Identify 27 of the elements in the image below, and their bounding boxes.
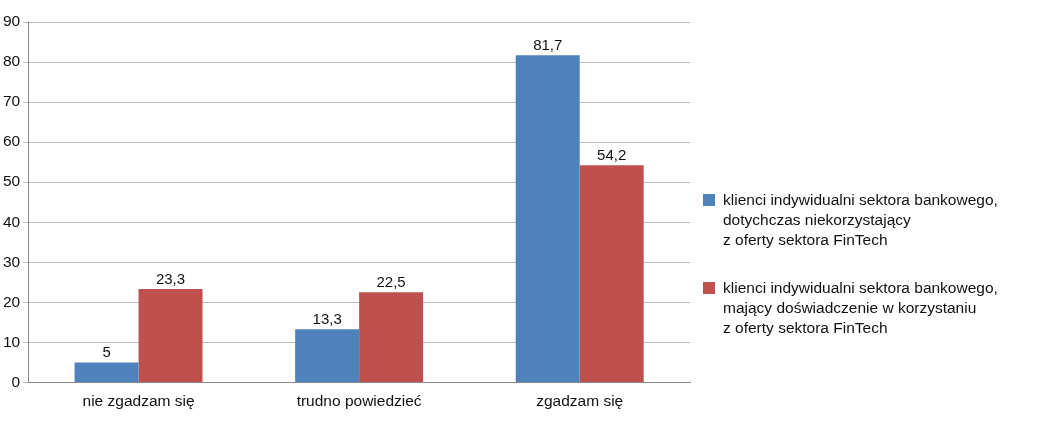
bar bbox=[579, 165, 644, 382]
y-tick-label: 20 bbox=[2, 292, 21, 310]
y-tick-label: 70 bbox=[2, 92, 21, 110]
bar bbox=[515, 55, 580, 382]
y-tick-label: 60 bbox=[2, 132, 21, 150]
bar bbox=[74, 362, 139, 382]
y-tick-label: 90 bbox=[2, 12, 21, 30]
y-tick-label: 0 bbox=[11, 372, 21, 390]
legend-label: klienci indywidualni sektora bankowego, mający doświadczenie w korzystaniu z oferty sektora FinTech bbox=[723, 278, 998, 338]
legend-label: klienci indywidualni sektora bankowego, dotychczas niekorzystający z oferty sektora FinTech bbox=[723, 190, 998, 250]
y-tick-label: 80 bbox=[2, 52, 21, 70]
data-label: 5 bbox=[102, 343, 111, 361]
y-tick-label: 40 bbox=[2, 212, 21, 230]
data-label: 54,2 bbox=[597, 146, 627, 163]
y-tick-label: 10 bbox=[2, 332, 21, 350]
data-label: 13,3 bbox=[312, 309, 342, 327]
bar bbox=[138, 289, 203, 382]
bar bbox=[295, 329, 360, 382]
data-label: 81,7 bbox=[533, 35, 563, 53]
x-tick-label: trudno powiedzieć bbox=[296, 391, 422, 409]
bar bbox=[359, 292, 424, 382]
x-tick-label: zgadzam się bbox=[536, 391, 624, 409]
y-tick-label: 30 bbox=[2, 252, 21, 270]
y-tick-label: 50 bbox=[2, 172, 21, 190]
x-tick-label: nie zgadzam się bbox=[82, 391, 195, 409]
data-label: 23,3 bbox=[155, 269, 186, 287]
data-label: 22,5 bbox=[376, 272, 406, 290]
